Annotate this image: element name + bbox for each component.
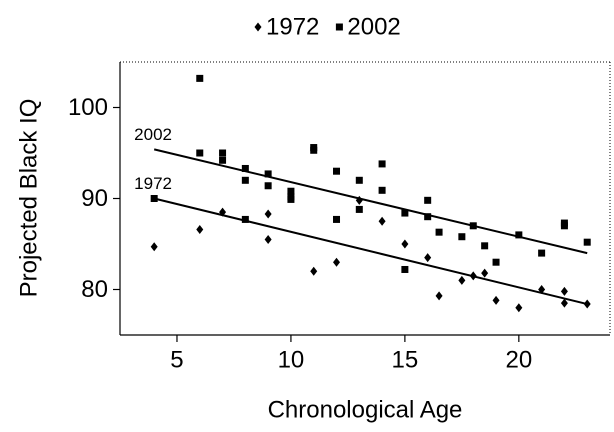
point [481,268,489,278]
point [333,167,341,175]
x-axis-title: Chronological Age [268,396,463,423]
point [401,209,409,217]
point [378,186,386,194]
point [401,265,409,273]
point [333,215,341,223]
point [424,196,432,204]
y-tick-label: 90 [81,185,108,212]
point [435,228,443,236]
point [287,195,295,203]
point [310,266,318,276]
point [310,146,318,154]
point [458,275,466,285]
point [196,149,204,157]
legend-marker [335,23,343,31]
point [458,233,466,241]
point [219,156,227,164]
point [150,242,158,252]
point [583,238,591,246]
point [150,195,158,202]
trend-label: 1972 [134,174,172,193]
point [355,205,363,213]
point [424,213,432,221]
point [492,258,500,266]
trend-label: 2002 [134,125,172,144]
point [515,303,523,313]
x-tick-label: 20 [505,346,532,373]
x-tick-label: 15 [392,346,419,373]
point [196,74,204,82]
trend-line [153,148,588,255]
trend-line [153,197,588,306]
point [378,216,386,226]
point [378,160,386,168]
point [515,231,523,239]
y-axis-title: Projected Black IQ [15,99,42,298]
point [241,215,249,223]
point [333,257,341,267]
legend: 1972 2002 [266,13,401,40]
point [538,249,546,257]
point [435,291,443,301]
point [560,222,568,230]
y-tick-label: 80 [81,276,108,303]
point [560,298,568,308]
point [287,187,295,195]
point [424,253,432,263]
legend-label: 1972 [266,13,319,40]
point [355,176,363,184]
point [492,295,500,305]
point [401,239,409,249]
legend-label: 2002 [347,13,400,40]
point [219,149,227,157]
y-tick-label: 100 [68,94,108,121]
x-tick-label: 10 [278,346,305,373]
point [264,234,272,244]
point [264,170,272,178]
point [264,182,272,190]
point [264,209,272,219]
x-tick-label: 5 [170,346,183,373]
point [196,224,204,234]
legend-marker [254,22,262,32]
point [241,176,249,184]
point [560,286,568,296]
point [241,164,249,172]
point [481,242,489,250]
